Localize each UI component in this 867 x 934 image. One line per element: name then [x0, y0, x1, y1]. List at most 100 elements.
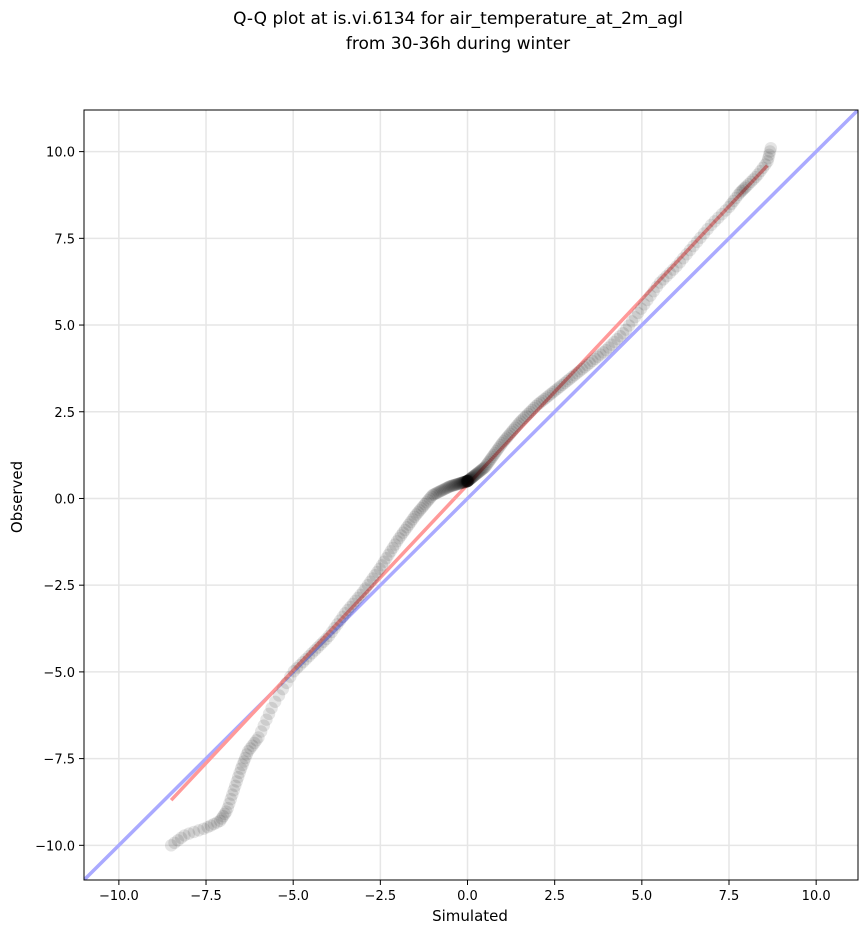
data-point	[218, 807, 231, 821]
data-point	[280, 676, 293, 690]
data-point	[764, 141, 778, 155]
data-point	[461, 474, 474, 488]
data-point	[616, 327, 630, 340]
data-point	[239, 751, 252, 765]
data-point	[468, 469, 482, 482]
data-point	[317, 635, 330, 648]
x-ticks: −10.0 −7.5 −5.0 −2.5 0.0 2.5 5.0 7.5 10.0	[99, 880, 831, 904]
x-tick-label: −10.0	[99, 889, 139, 904]
data-point	[719, 204, 732, 217]
data-point	[474, 464, 488, 477]
data-point	[512, 417, 525, 430]
data-point	[644, 289, 657, 302]
data-point	[413, 504, 427, 517]
data-point	[740, 180, 753, 193]
data-point	[563, 372, 576, 386]
data-point	[308, 644, 322, 657]
data-point	[546, 386, 560, 399]
data-point	[551, 382, 564, 395]
data-point	[756, 161, 770, 175]
data-point	[647, 285, 660, 298]
data-point	[428, 487, 441, 501]
data-point	[437, 483, 451, 496]
data-point	[514, 415, 527, 428]
data-point	[482, 455, 495, 469]
data-point	[521, 407, 535, 421]
data-point	[472, 465, 486, 479]
data-point	[531, 398, 545, 411]
data-point	[344, 600, 357, 614]
data-point	[268, 695, 282, 708]
data-point	[690, 235, 704, 249]
data-point	[429, 487, 442, 500]
data-point	[578, 361, 591, 374]
data-point	[349, 594, 362, 607]
data-point	[187, 825, 201, 839]
data-point	[594, 348, 607, 361]
data-point	[568, 369, 581, 382]
data-point	[460, 475, 474, 488]
data-point	[404, 515, 418, 529]
data-point	[248, 736, 261, 750]
data-point	[751, 168, 765, 181]
data-point	[483, 454, 497, 467]
data-point	[311, 641, 324, 654]
data-point	[510, 419, 524, 432]
data-point	[464, 472, 477, 485]
x-tick-label: 5.0	[631, 889, 652, 904]
data-point	[457, 475, 471, 489]
reference-lines	[84, 110, 858, 880]
data-point	[244, 742, 257, 755]
data-point	[611, 332, 624, 346]
data-point	[453, 477, 466, 490]
data-point	[461, 474, 474, 488]
data-point	[650, 280, 664, 293]
data-point	[507, 423, 520, 436]
data-point	[687, 239, 700, 253]
data-point	[708, 215, 721, 228]
data-point	[560, 374, 574, 388]
data-point	[725, 197, 738, 211]
data-point	[763, 145, 777, 158]
data-point	[455, 476, 468, 490]
data-point	[762, 151, 775, 165]
data-point	[197, 822, 210, 835]
data-point	[704, 218, 718, 232]
data-point	[608, 335, 621, 349]
data-point	[250, 734, 263, 747]
data-point	[496, 436, 509, 450]
data-point	[448, 478, 462, 492]
data-point	[415, 502, 428, 515]
data-point	[368, 568, 382, 582]
data-point	[638, 298, 651, 311]
data-point	[418, 498, 432, 511]
data-point	[538, 393, 551, 406]
data-point	[328, 621, 341, 635]
y-tick-label: 2.5	[54, 406, 75, 421]
data-point	[445, 479, 459, 492]
x-tick-label: −7.5	[190, 889, 222, 904]
data-point	[467, 469, 481, 483]
data-point	[480, 459, 493, 472]
data-point	[747, 173, 760, 186]
data-point	[443, 480, 457, 493]
data-point	[436, 483, 449, 497]
data-point	[215, 812, 228, 825]
data-point	[729, 191, 743, 205]
y-tick-label: −5.0	[43, 666, 75, 681]
data-point	[226, 788, 239, 801]
data-point	[502, 429, 515, 442]
data-point	[467, 470, 480, 483]
data-point	[423, 492, 436, 505]
data-point	[477, 461, 491, 475]
data-point	[736, 183, 750, 196]
data-point	[220, 805, 233, 818]
data-point	[583, 356, 596, 370]
data-point	[322, 629, 336, 643]
plot-frame	[83, 109, 859, 881]
data-point	[432, 485, 445, 499]
x-tick-label: 10.0	[802, 889, 831, 904]
data-point	[677, 252, 690, 265]
data-point	[451, 477, 464, 491]
data-point	[425, 490, 438, 503]
